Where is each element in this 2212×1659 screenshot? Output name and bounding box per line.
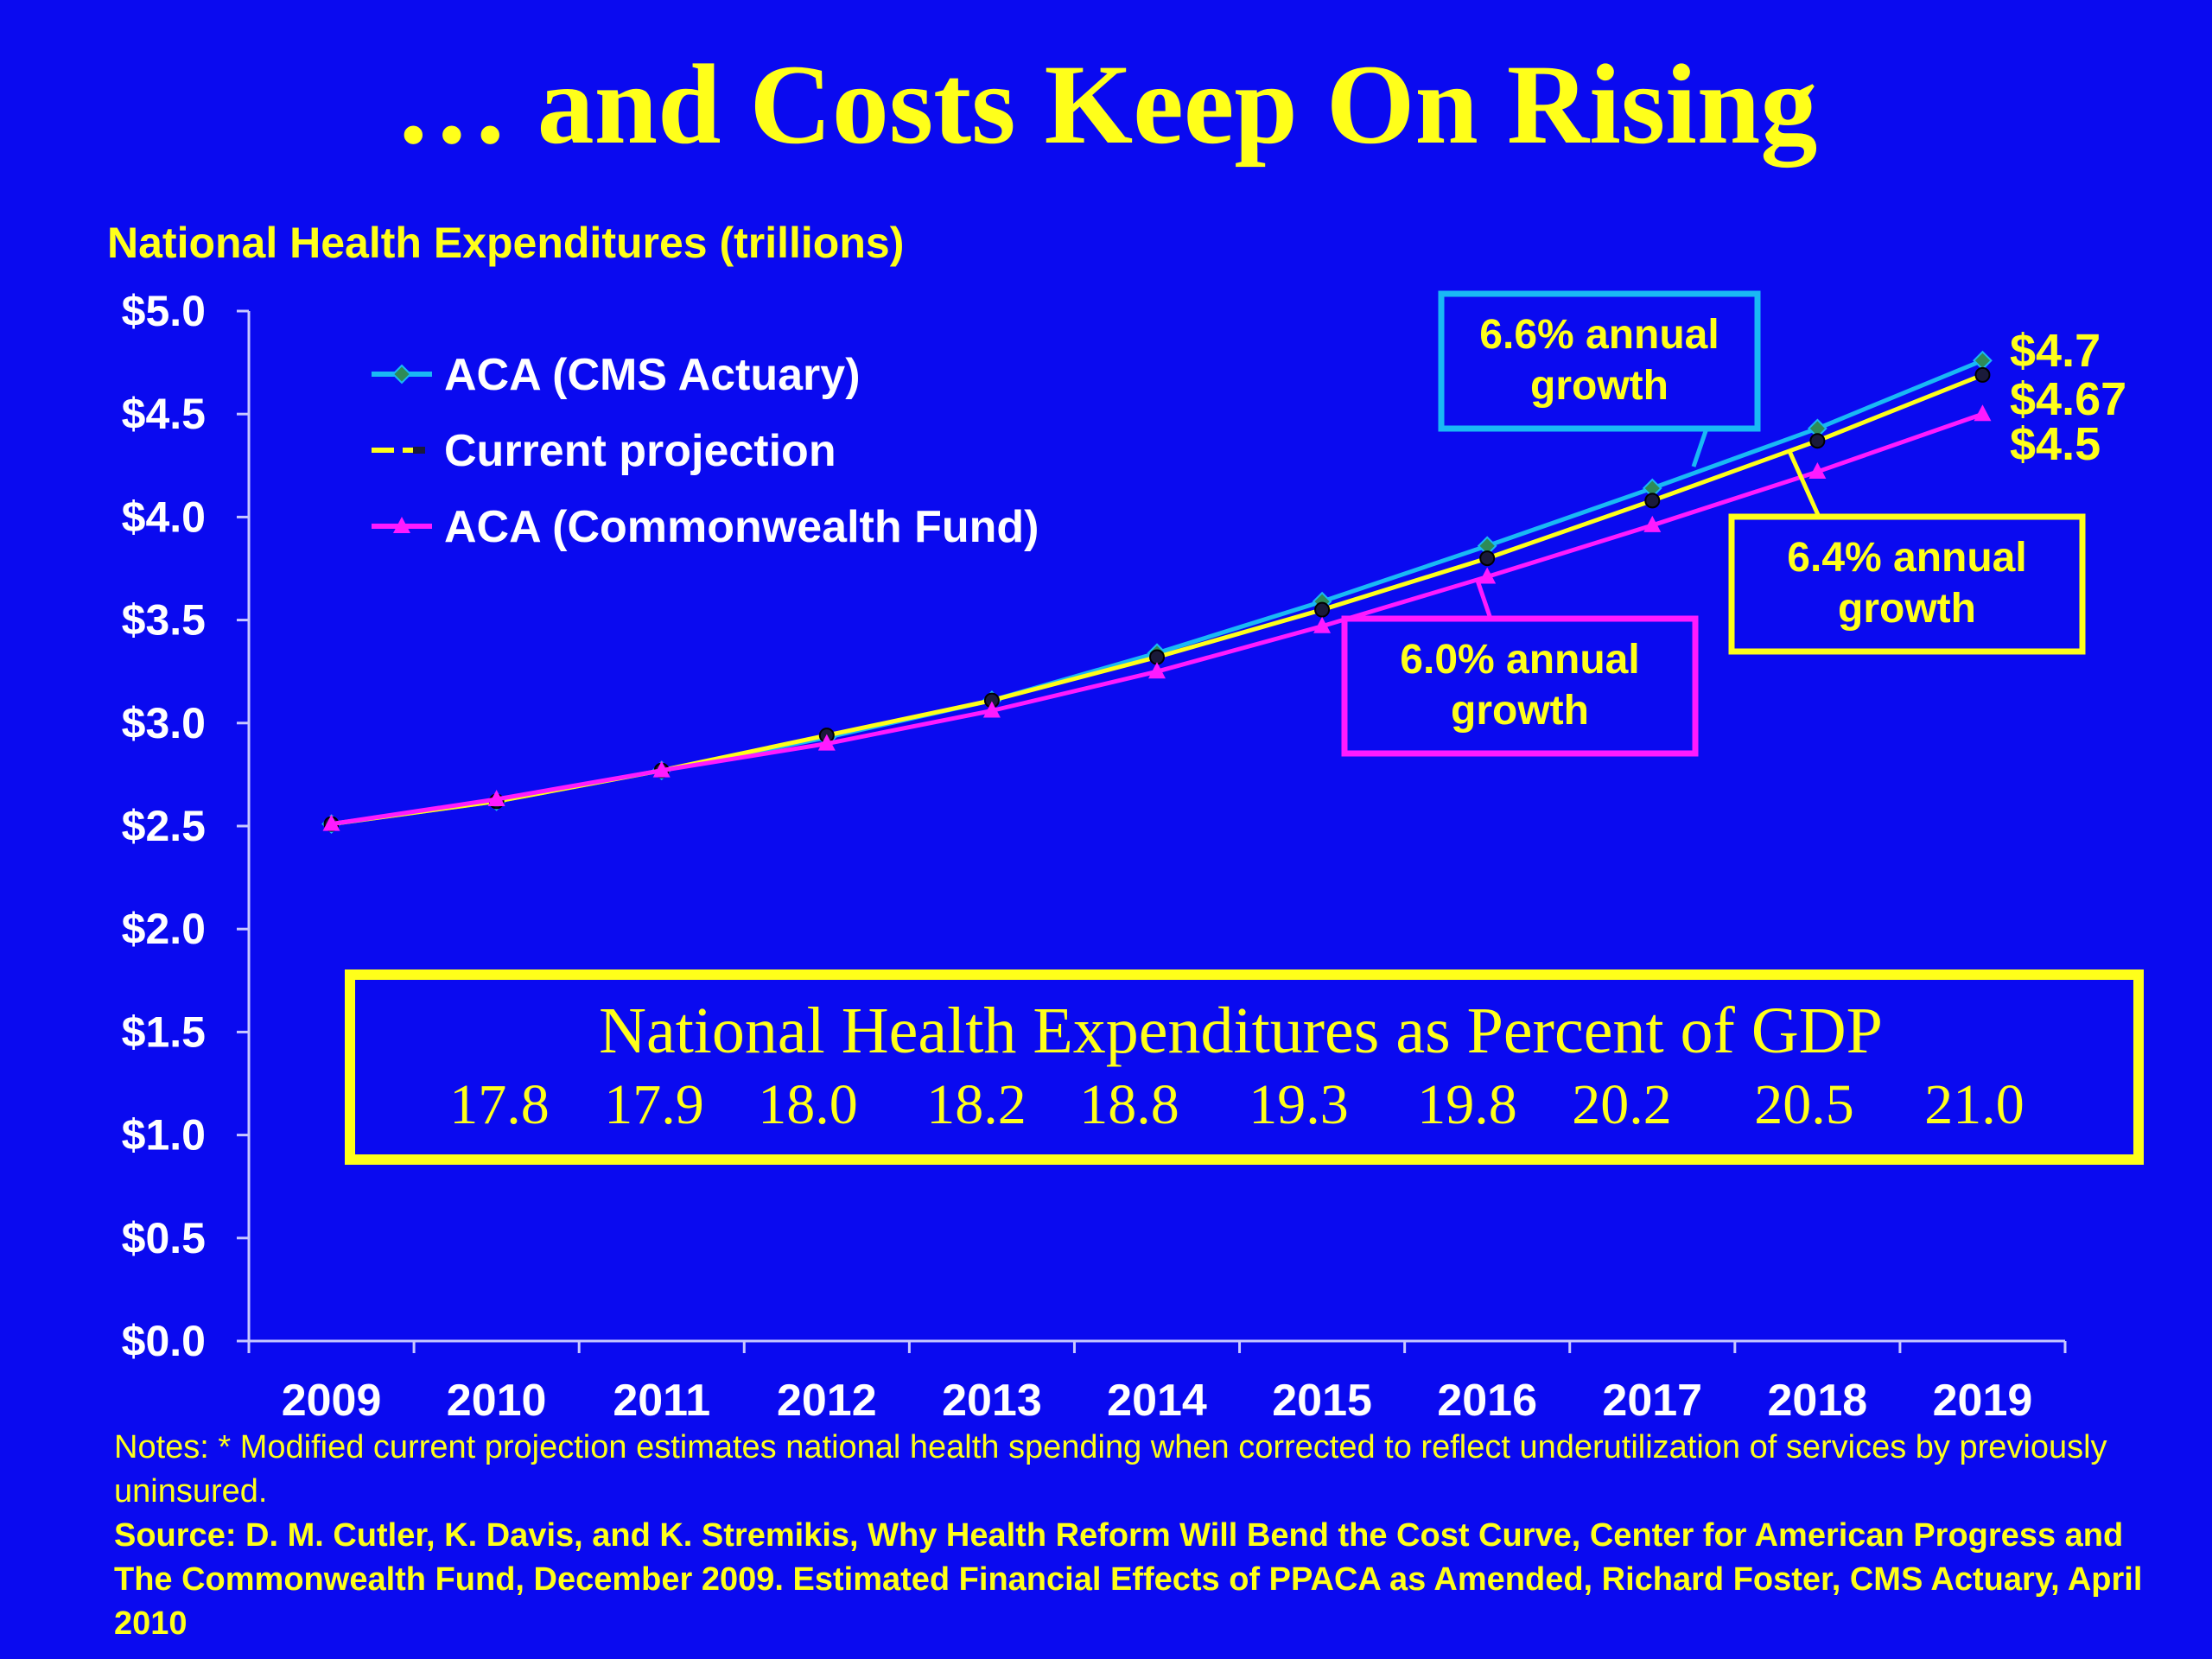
y-tick-label: $2.5	[122, 802, 206, 850]
gdp-title: National Health Expenditures as Percent …	[599, 995, 1883, 1067]
y-tick-label: $2.0	[122, 905, 206, 953]
data-point	[1478, 567, 1497, 584]
callout-line1: 6.4% annual	[1787, 535, 2026, 581]
gdp-value: 19.8	[1417, 1073, 1517, 1136]
callout-line2: growth	[1530, 363, 1669, 409]
y-tick-label: $0.5	[122, 1214, 206, 1262]
callout-line2: growth	[1451, 688, 1589, 734]
callout-box	[1341, 615, 1699, 757]
y-axis-title: National Health Expenditures (trillions)	[107, 219, 904, 267]
data-point	[1149, 649, 1165, 665]
notes-text: Notes: * Modified current projection est…	[114, 1429, 2107, 1510]
end-value-label: $4.5	[2010, 418, 2101, 470]
data-point	[1974, 366, 1991, 383]
slide-title: … and Costs Keep On Rising	[394, 41, 1818, 168]
data-point	[817, 734, 836, 751]
callout-pointer	[1691, 428, 1709, 467]
legend-label: ACA (Commonwealth Fund)	[444, 502, 1039, 552]
callout-box	[1438, 290, 1761, 432]
x-tick-label: 2009	[282, 1376, 382, 1426]
gdp-value: 18.8	[1079, 1073, 1179, 1136]
gdp-value: 20.5	[1754, 1073, 1854, 1136]
end-value-label: $4.7	[2010, 325, 2101, 377]
data-point	[1479, 550, 1496, 567]
y-tick-label: $0.0	[122, 1317, 206, 1365]
x-tick-label: 2018	[1768, 1376, 1868, 1426]
x-tick-label: 2017	[1602, 1376, 1702, 1426]
y-tick-label: $1.0	[122, 1111, 206, 1160]
gdp-value: 18.0	[758, 1073, 858, 1136]
gdp-value: 19.3	[1249, 1073, 1349, 1136]
x-tick-label: 2011	[613, 1376, 710, 1426]
footnotes: Notes: * Modified current projection est…	[114, 1426, 2153, 1646]
y-tick-label: $3.0	[122, 699, 206, 747]
legend-marker	[413, 447, 425, 454]
x-tick-label: 2012	[777, 1376, 877, 1426]
data-point	[982, 701, 1001, 718]
legend-label: ACA (CMS Actuary)	[444, 350, 861, 400]
growth-callout: 6.0% annual growth	[1341, 580, 1699, 757]
data-point	[322, 814, 340, 831]
data-point	[1643, 515, 1662, 532]
source-text: Source: D. M. Cutler, K. Davis, and K. S…	[114, 1517, 2143, 1642]
y-tick-label: $1.5	[122, 1007, 206, 1056]
legend-item: ACA (CMS Actuary)	[372, 350, 861, 400]
gdp-table: National Health Expenditures as Percent …	[345, 969, 2144, 1165]
callout-line2: growth	[1838, 586, 1976, 632]
gdp-value: 20.2	[1572, 1073, 1672, 1136]
end-labels: $4.7$4.67$4.5	[2010, 325, 2126, 470]
gdp-box	[345, 969, 2144, 1165]
data-point	[391, 364, 412, 385]
callout-box	[1728, 513, 2086, 655]
gdp-value: 17.8	[449, 1073, 550, 1136]
y-tick-label: $3.5	[122, 596, 206, 645]
y-tick-label: $5.0	[122, 287, 206, 335]
data-point	[393, 517, 410, 533]
y-tick-label: $4.5	[122, 390, 206, 438]
x-tick-label: 2013	[942, 1376, 1042, 1426]
callout-line1: 6.6% annual	[1479, 312, 1719, 358]
callout-pointer	[1786, 448, 1821, 518]
legend-item: ACA (Commonwealth Fund)	[372, 502, 1039, 552]
y-tick-label: $4.0	[122, 493, 206, 541]
x-tick-label: 2019	[1933, 1376, 2033, 1426]
data-point	[1644, 493, 1661, 509]
data-point	[1973, 350, 1993, 371]
x-tick-label: 2016	[1437, 1376, 1537, 1426]
legend-item: Current projection	[372, 426, 836, 476]
series-layer	[321, 350, 1993, 835]
x-tick-label: 2015	[1272, 1376, 1372, 1426]
data-point	[1974, 404, 1992, 422]
data-point	[652, 760, 671, 778]
data-point	[1313, 616, 1332, 633]
data-point	[487, 790, 505, 807]
growth-callout: 6.6% annual growth	[1438, 290, 1761, 467]
data-point	[1314, 601, 1331, 618]
axes: $0.0 $0.5 $1.0 $1.5 $2.0 $2.5 $3.0 $3.5 $4.0 $4.5…	[122, 287, 2067, 1426]
data-point	[1809, 433, 1826, 449]
callout-line1: 6.0% annual	[1400, 637, 1639, 683]
data-point	[1808, 461, 1827, 479]
legend: ACA (CMS Actuary) Current projection ACA (…	[372, 350, 1039, 552]
series-3	[322, 404, 1992, 831]
end-value-label: $4.67	[2010, 373, 2126, 425]
growth-callout: 6.4% annual growth	[1728, 448, 2086, 655]
x-tick-label: 2014	[1107, 1376, 1207, 1426]
legend-label: Current projection	[444, 426, 836, 476]
callout-pointer	[1475, 580, 1493, 620]
gdp-value: 17.9	[604, 1073, 704, 1136]
gdp-value: 21.0	[1924, 1073, 2024, 1136]
data-point	[1148, 662, 1166, 679]
x-tick-label: 2010	[447, 1376, 547, 1426]
gdp-value: 18.2	[926, 1073, 1027, 1136]
